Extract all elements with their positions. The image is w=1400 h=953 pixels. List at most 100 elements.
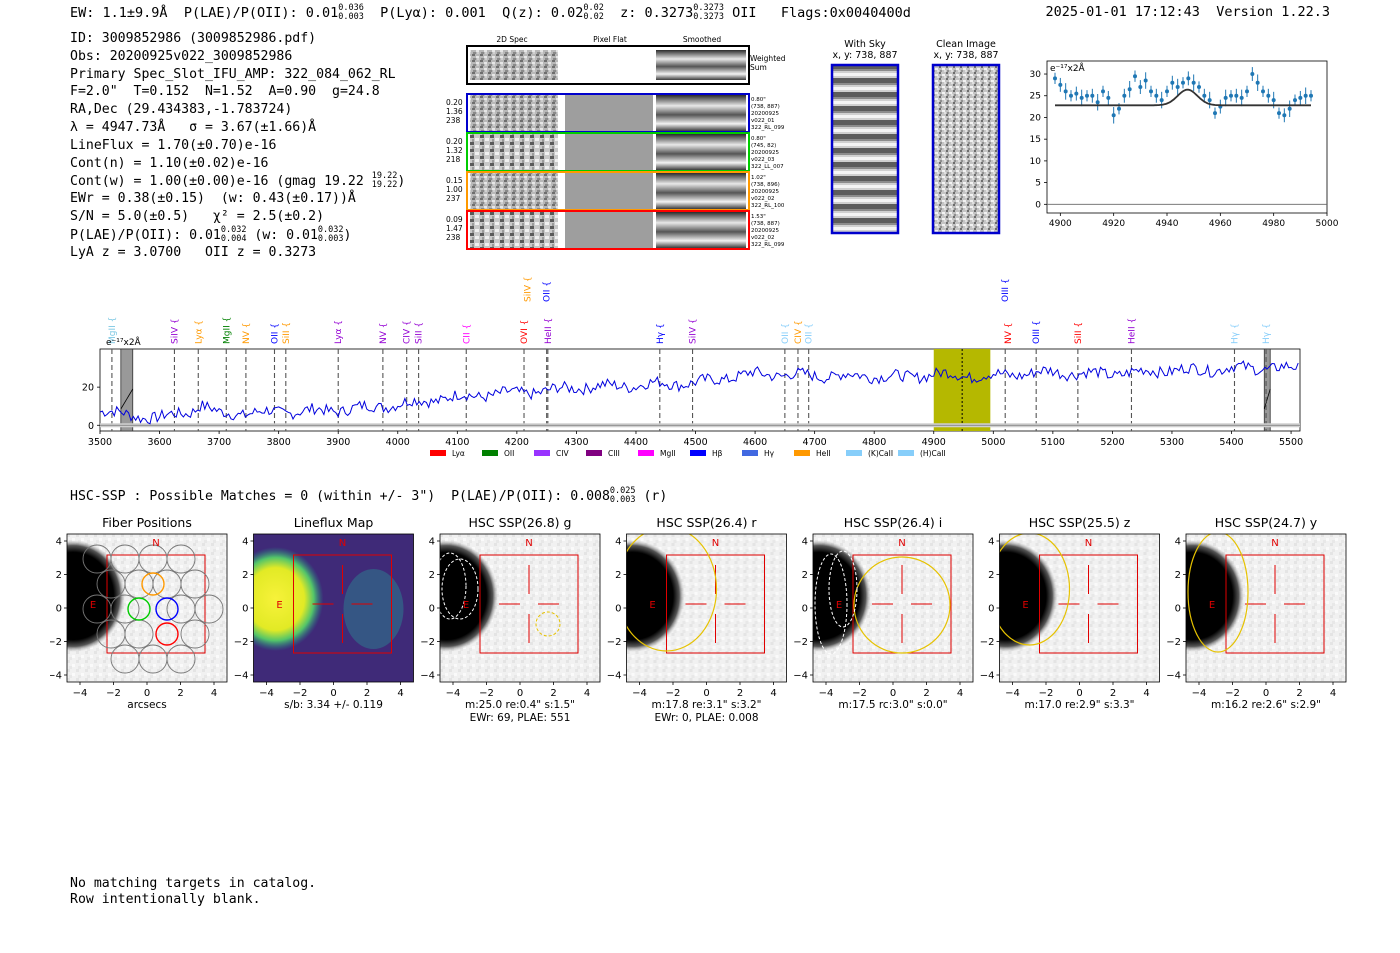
hsc-xtick-label: −4 bbox=[632, 688, 647, 699]
spectrum-xtick-label: 4000 bbox=[386, 437, 410, 448]
hsc-ytick-label: −2 bbox=[1166, 637, 1181, 648]
spectrum-xtick-label: 5300 bbox=[1160, 437, 1184, 448]
hsc-xtick-label: 2 bbox=[364, 688, 370, 699]
spectral-line-label: MgII { bbox=[108, 317, 118, 344]
zoom-point bbox=[1239, 95, 1244, 100]
cutout-stat: 1.00 bbox=[446, 185, 463, 194]
info-lya-oii: LyA z = 3.0700 OII z = 0.3273 bbox=[70, 244, 317, 260]
hsc-ytick-label: 0 bbox=[615, 604, 621, 615]
hsc-ytick-label: 4 bbox=[802, 537, 808, 548]
cutout-meta: 322_RL_100 bbox=[751, 203, 785, 209]
info-params: F=2.0" T=0.152 N=1.52 A=0.90 g=24.8 bbox=[70, 84, 380, 100]
legend-label: (H)CaII bbox=[920, 449, 946, 458]
zoom-point bbox=[1181, 80, 1185, 85]
cutout-meta: (738, 887) bbox=[751, 104, 780, 110]
hsc-ytick-label: 0 bbox=[802, 604, 808, 615]
hsc-ytick-label: 2 bbox=[56, 570, 62, 581]
cutout-meta: 1.53" bbox=[751, 214, 766, 220]
hsc-caption: s/b: 3.34 +/- 0.119 bbox=[284, 699, 383, 711]
cutout-smooth bbox=[656, 134, 746, 170]
hsc-summary: HSC-SSP : Possible Matches = 0 (within +… bbox=[70, 486, 668, 505]
zoom-point bbox=[1191, 80, 1196, 85]
zoom-point bbox=[1101, 89, 1105, 94]
zoom-point bbox=[1111, 113, 1116, 118]
hsc-ytick-label: 4 bbox=[56, 537, 62, 548]
zoom-ylabel: e⁻¹⁷x2Å bbox=[1050, 62, 1086, 74]
zoom-point bbox=[1165, 89, 1169, 94]
fiber-circle bbox=[166, 644, 196, 674]
hsc-ytick-label: 4 bbox=[1175, 537, 1181, 548]
zoom-point bbox=[1138, 85, 1143, 90]
hsc-ytick-label: 0 bbox=[988, 604, 994, 615]
hsc-xtick-label: 2 bbox=[550, 688, 556, 699]
zoom-axes: 0 5 10 15 20 25 30 4900 4920 4940 4960 4980 5000 bbox=[1030, 70, 1339, 229]
zoom-point bbox=[1207, 98, 1212, 103]
hsc-xtick-label: 2 bbox=[177, 688, 183, 699]
hsc-panel: HSC SSP(25.5) z N E 4 2 0 −2 −4 −4 −2 0 2 4 m:17.0 re… bbox=[980, 515, 1160, 711]
spectrum-xtick-label: 4300 bbox=[564, 437, 588, 448]
zoom-point bbox=[1277, 111, 1281, 116]
legend-swatch bbox=[430, 450, 446, 456]
cutout-meta: v022_03 bbox=[751, 157, 775, 163]
zoom-xtick-label: 4900 bbox=[1049, 219, 1072, 229]
spectrum-xtick-label: 5000 bbox=[981, 437, 1005, 448]
fiber-circle bbox=[110, 594, 140, 624]
spectrum-xtick-label: 4100 bbox=[445, 437, 469, 448]
zoom-point bbox=[1298, 95, 1303, 100]
legend-label: (K)CaII bbox=[868, 449, 893, 458]
hsc-xtick-label: −4 bbox=[1192, 688, 1207, 699]
cutout-stat: 237 bbox=[446, 194, 461, 203]
cutout-stat: 0.20 bbox=[446, 98, 463, 107]
zoom-point bbox=[1255, 80, 1260, 85]
spectrum-trace bbox=[99, 360, 1299, 425]
hsc-xtick-label: 0 bbox=[890, 688, 896, 699]
hsc-xtick-label: 4 bbox=[1143, 688, 1149, 699]
spectrum-xtick-label: 3700 bbox=[207, 437, 231, 448]
spectral-line-label: Hγ { bbox=[1262, 323, 1272, 344]
cutout-2d bbox=[470, 212, 558, 248]
zoom-point bbox=[1154, 93, 1159, 98]
legend-label: MgII bbox=[660, 449, 676, 458]
hsc-ytick-label: −2 bbox=[980, 637, 995, 648]
legend-label: OII bbox=[504, 449, 514, 458]
hsc-caption: EWr: 69, PLAE: 551 bbox=[470, 712, 571, 724]
fiber-circle bbox=[194, 594, 224, 624]
legend-label: Hγ bbox=[764, 449, 775, 458]
hsc-panel-title: HSC SSP(26.8) g bbox=[469, 515, 572, 530]
zoom-ytick-label: 0 bbox=[1035, 200, 1041, 210]
header-meta: 2025-01-01 17:12:43 Version 1.22.3 bbox=[1046, 4, 1331, 20]
hsc-ytick-label: −4 bbox=[234, 671, 249, 682]
cutout-smooth bbox=[656, 95, 746, 131]
hsc-ytick-label: −4 bbox=[420, 671, 435, 682]
hsc-xtick-label: 2 bbox=[737, 688, 743, 699]
clean-image-title: Clean Image bbox=[936, 39, 996, 50]
cutout-flat bbox=[565, 173, 653, 209]
cutout-frame bbox=[466, 210, 750, 250]
east-label: E bbox=[276, 600, 282, 611]
galaxy-blob bbox=[813, 540, 871, 652]
cutout-flat bbox=[565, 212, 653, 248]
weighted-label: Weighted bbox=[750, 54, 786, 63]
aperture-box bbox=[1225, 554, 1325, 654]
catalog-ellipse bbox=[828, 550, 858, 628]
info-plae: P(LAE)/P(OII): 0.01 0.032 0.004 (w: 0.01 0.… bbox=[70, 224, 352, 244]
col-2d-spec: 2D Spec bbox=[496, 35, 527, 44]
cutout-stat: 1.32 bbox=[446, 146, 463, 155]
hsc-xtick-label: 2 bbox=[1296, 688, 1302, 699]
spectral-line-label: OIII { bbox=[1032, 320, 1042, 344]
lineflux-peak bbox=[253, 547, 324, 651]
cutout-2d bbox=[470, 95, 558, 131]
spectrum-ytick-label: 0 bbox=[88, 421, 94, 432]
hsc-xtick-label: −4 bbox=[73, 688, 88, 699]
zoom-point bbox=[1229, 93, 1233, 98]
hsc-xtick-label: −2 bbox=[479, 688, 494, 699]
hsc-ytick-label: −4 bbox=[607, 671, 622, 682]
hsc-xtick-label: 4 bbox=[397, 688, 403, 699]
hsc-panel-title: HSC SSP(24.7) y bbox=[1215, 515, 1318, 530]
catalog-ellipse bbox=[999, 534, 1071, 646]
cutout-meta: 20200925 bbox=[751, 111, 779, 117]
cutout-stat: 238 bbox=[446, 233, 461, 242]
